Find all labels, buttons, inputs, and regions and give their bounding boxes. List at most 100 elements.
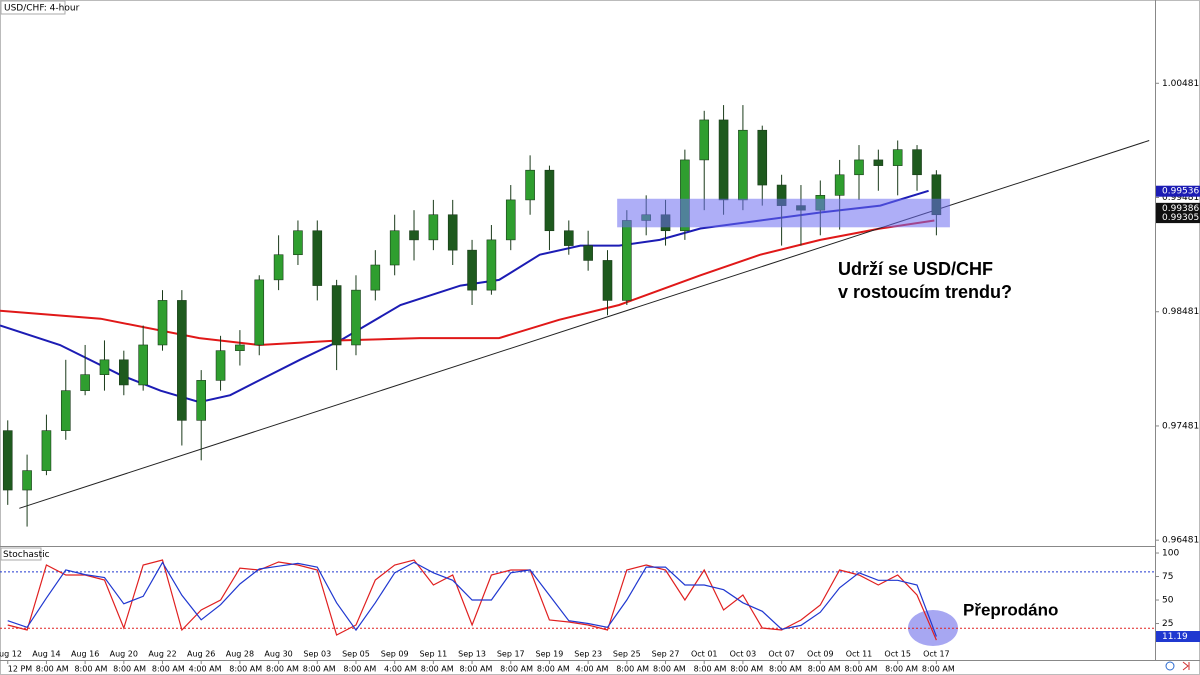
candle-body bbox=[99, 359, 110, 375]
x-tick-label: Sep 19 bbox=[536, 650, 564, 659]
x-time-label: 12 PM bbox=[8, 665, 33, 674]
icon bbox=[1165, 661, 1175, 671]
icons bbox=[1165, 661, 1190, 671]
x-tick-label: Sep 25 bbox=[613, 650, 641, 659]
x-tick-label: Oct 11 bbox=[846, 650, 873, 659]
candle-body bbox=[757, 129, 768, 186]
x-time-label: 8:00 AM bbox=[844, 665, 877, 674]
candle-body bbox=[912, 149, 922, 176]
x-tick-label: Aug 22 bbox=[148, 650, 176, 659]
chart-title: USD/CHF: 4-hour bbox=[4, 4, 80, 14]
candle-body bbox=[273, 254, 284, 281]
candle-body bbox=[583, 245, 593, 261]
x-tick-label: Aug 28 bbox=[226, 650, 254, 659]
candle-body bbox=[718, 119, 729, 201]
x-time-label: 8:00 AM bbox=[653, 665, 686, 674]
y-tick-label: 75 bbox=[1162, 572, 1173, 582]
x-tick-label: Sep 13 bbox=[458, 650, 486, 659]
moving-average bbox=[0, 219, 935, 347]
price-label-box bbox=[1156, 185, 1200, 197]
candle-body bbox=[525, 169, 535, 201]
value-label: 11.19 bbox=[1162, 632, 1188, 642]
x-time-label: 8:00 AM bbox=[616, 665, 649, 674]
x-time-label: 8:00 AM bbox=[537, 665, 570, 674]
candle-body bbox=[409, 230, 419, 241]
x-time-label: 8:00 AM bbox=[459, 665, 492, 674]
candle-body bbox=[544, 169, 555, 232]
candle-body bbox=[602, 260, 613, 301]
x-tick-label: Aug 20 bbox=[110, 650, 138, 659]
x-tick-label: Sep 27 bbox=[652, 650, 680, 659]
y-tick-label: 0.99481 bbox=[1162, 193, 1199, 203]
x-tick-label: Oct 03 bbox=[730, 650, 757, 659]
price-label: 0.99305 bbox=[1162, 213, 1199, 223]
x-tick-label: Aug 26 bbox=[187, 650, 215, 659]
annotation: v rostoucím trendu? bbox=[838, 282, 1012, 302]
candle-body bbox=[699, 119, 710, 161]
x-time-label: 8:00 AM bbox=[694, 665, 727, 674]
indicator-title: Stochastic bbox=[3, 550, 50, 560]
x-time-label: 8:00 AM bbox=[730, 665, 763, 674]
x-time-label: 4:00 AM bbox=[576, 665, 609, 674]
candle-body bbox=[293, 230, 303, 256]
price-label: 0.99536 bbox=[1162, 187, 1199, 197]
x-time-label: 8:00 AM bbox=[500, 665, 533, 674]
candle-body bbox=[467, 249, 477, 291]
candle-body bbox=[177, 300, 187, 421]
candle-body bbox=[2, 430, 13, 491]
candle-body bbox=[389, 230, 400, 266]
x-time-label: 8:00 AM bbox=[229, 665, 262, 674]
x-time-label: 8:00 AM bbox=[922, 665, 955, 674]
price-label-box bbox=[1156, 202, 1200, 214]
candle-body bbox=[235, 344, 245, 351]
candle-body bbox=[351, 289, 361, 346]
candle-body bbox=[312, 230, 323, 286]
y-tick-label: 25 bbox=[1162, 619, 1173, 629]
candle-body bbox=[80, 374, 90, 391]
x-tick-label: Aug 30 bbox=[264, 650, 292, 659]
x-tick-label: Sep 11 bbox=[419, 650, 447, 659]
candle-body bbox=[428, 214, 439, 241]
candle-body bbox=[892, 149, 903, 166]
candle-body bbox=[215, 350, 226, 381]
candle-body bbox=[254, 279, 265, 346]
candle-body bbox=[196, 380, 207, 421]
indicator-line bbox=[7, 561, 937, 637]
x-tick-label: Aug 12 bbox=[0, 650, 22, 659]
x-time-label: 8:00 AM bbox=[36, 665, 69, 674]
x-tick-label: Sep 09 bbox=[381, 650, 409, 659]
candle-body bbox=[873, 159, 884, 166]
x-tick-label: Oct 07 bbox=[768, 650, 795, 659]
x-time-label: 4:00 AM bbox=[189, 665, 222, 674]
x-time-label: 8:00 AM bbox=[808, 665, 841, 674]
price-label: 0.99386 bbox=[1162, 204, 1199, 214]
candle-body bbox=[563, 230, 574, 246]
annotation: Udrží se USD/CHF bbox=[838, 259, 993, 279]
y-tick-label: 0.96481 bbox=[1162, 536, 1199, 546]
y-tick-label: 0.98481 bbox=[1162, 307, 1199, 317]
annotation: Přeprodáno bbox=[963, 600, 1058, 619]
x-time-label: 8:00 AM bbox=[113, 665, 146, 674]
icon bbox=[1182, 661, 1190, 671]
x-tick-label: Sep 03 bbox=[303, 650, 331, 659]
candle-body bbox=[22, 470, 32, 491]
y-tick-label: 50 bbox=[1162, 596, 1174, 606]
x-time-label: 8:00 AM bbox=[266, 665, 299, 674]
candle-body bbox=[60, 390, 71, 431]
price-label-box bbox=[1156, 212, 1200, 224]
x-tick-label: Oct 15 bbox=[884, 650, 911, 659]
x-tick-label: Sep 23 bbox=[574, 650, 602, 659]
x-time-label: 8:00 AM bbox=[769, 665, 802, 674]
support-zone bbox=[617, 198, 950, 228]
x-tick-label: Aug 14 bbox=[32, 650, 60, 659]
candle-body bbox=[834, 174, 845, 196]
trendline bbox=[19, 140, 1150, 509]
x-time-label: 8:00 AM bbox=[152, 665, 185, 674]
candle-body bbox=[738, 129, 748, 201]
candle-body bbox=[505, 199, 516, 241]
candle-body bbox=[680, 159, 690, 232]
y-tick-label: 100 bbox=[1162, 549, 1179, 559]
indicator-line bbox=[7, 559, 937, 641]
x-time-label: 8:00 AM bbox=[421, 665, 454, 674]
